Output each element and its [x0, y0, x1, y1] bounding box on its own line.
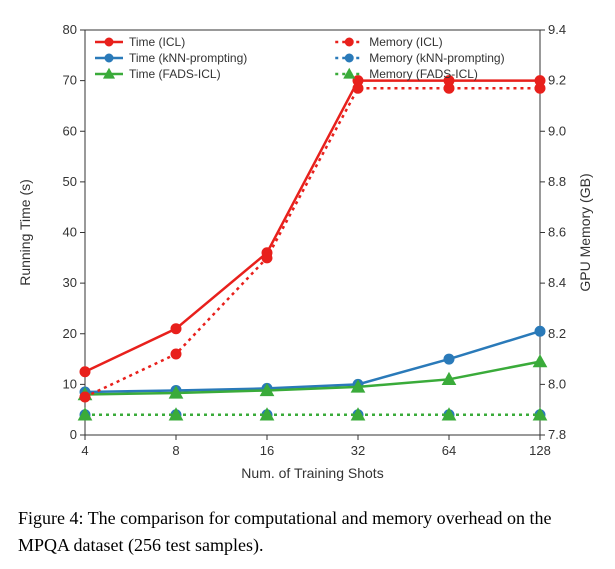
x-tick-label: 128 [529, 443, 551, 458]
y2-tick-label: 8.8 [548, 174, 566, 189]
x-tick-label: 8 [172, 443, 179, 458]
y2-tick-label: 9.2 [548, 73, 566, 88]
chart-svg: 0 10 20 30 40 50 60 70 80 7.8 8.0 8.2 8.4 8.6 8.8 9.0 9.… [10, 10, 605, 490]
legend-label: Memory (FADS-ICL) [369, 67, 478, 81]
y1-axis-label: Running Time (s) [17, 179, 33, 286]
legend-label: Time (kNN-prompting) [129, 51, 247, 65]
y2-tick-label: 9.4 [548, 22, 566, 37]
x-tick-label: 64 [442, 443, 456, 458]
y1-tick-label: 20 [63, 326, 77, 341]
y2-tick-label: 7.8 [548, 427, 566, 442]
x-tick-label: 32 [351, 443, 365, 458]
y2-tick-label: 8.4 [548, 275, 566, 290]
legend-label: Memory (ICL) [369, 35, 442, 49]
figure-container: 0 10 20 30 40 50 60 70 80 7.8 8.0 8.2 8.4 8.6 8.8 9.0 9.… [10, 10, 605, 559]
y2-tick-label: 8.2 [548, 326, 566, 341]
y2-tick-label: 9.0 [548, 123, 566, 138]
y2-axis-label: GPU Memory (GB) [577, 173, 593, 291]
legend-label: Memory (kNN-prompting) [369, 51, 504, 65]
y1-tick-label: 50 [63, 174, 77, 189]
legend-label: Time (ICL) [129, 35, 185, 49]
x-tick-label: 16 [260, 443, 274, 458]
figure-caption: Figure 4: The comparison for computation… [10, 505, 605, 559]
y1-tick-label: 70 [63, 73, 77, 88]
series-line [85, 81, 540, 372]
y1-tick-label: 60 [63, 123, 77, 138]
series-line [85, 88, 540, 397]
y2-tick-label: 8.6 [548, 225, 566, 240]
y1-tick-label: 40 [63, 225, 77, 240]
series-line [85, 362, 540, 395]
legend-label: Time (FADS-ICL) [129, 67, 221, 81]
y1-tick-label: 0 [70, 427, 77, 442]
y1-tick-label: 10 [63, 376, 77, 391]
y1-tick-label: 80 [63, 22, 77, 37]
y1-tick-label: 30 [63, 275, 77, 290]
x-tick-label: 4 [81, 443, 88, 458]
y2-tick-label: 8.0 [548, 376, 566, 391]
x-axis-label: Num. of Training Shots [241, 465, 383, 481]
